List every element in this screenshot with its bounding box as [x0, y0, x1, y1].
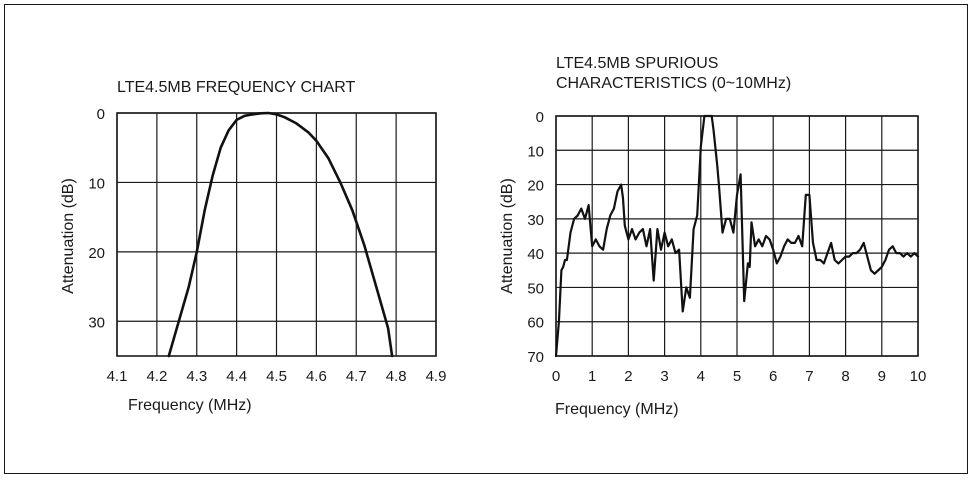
- y-tick-label: 0: [97, 106, 105, 123]
- x-tick-label: 1: [588, 368, 596, 385]
- frequency-chart-x-ticks: 4.1 4.2 4.3 4.4 4.5 4.6 4.7 4.8 4.9: [107, 368, 447, 385]
- x-tick-label: 4.7: [346, 368, 367, 385]
- x-tick-label: 4.6: [306, 368, 327, 385]
- x-tick-label: 4.9: [426, 368, 447, 385]
- plot-frame: [116, 112, 437, 357]
- x-tick-label: 9: [878, 368, 886, 385]
- y-tick-label: 10: [527, 143, 544, 160]
- y-tick-label: 50: [527, 280, 544, 297]
- x-tick-label: 3: [660, 368, 668, 385]
- x-tick-label: 2: [624, 368, 632, 385]
- x-tick-label: 8: [841, 368, 849, 385]
- y-tick-label: 10: [88, 175, 105, 192]
- frequency-chart-y-ticks: 0 10 20 30: [88, 106, 105, 331]
- frequency-chart-title: LTE4.5MB FREQUENCY CHART: [117, 79, 356, 96]
- x-tick-label: 4.3: [186, 368, 207, 385]
- spurious-chart-y-label: Attenuation (dB): [499, 178, 516, 294]
- spurious-chart: LTE4.5MB SPURIOUS CHARACTERISTICS (0~10MH…: [499, 55, 926, 418]
- x-tick-label: 10: [910, 368, 927, 385]
- frequency-chart: LTE4.5MB FREQUENCY CHART 4.1 4.2 4.3 4.4 4.5…: [60, 79, 446, 414]
- spurious-chart-title: LTE4.5MB SPURIOUS CHARACTERISTICS (0~10MH…: [556, 55, 791, 92]
- spurious-chart-y-ticks: 0 10 20 30 40 50 60 70: [527, 109, 544, 366]
- y-tick-label: 40: [527, 246, 544, 263]
- y-tick-label: 20: [527, 178, 544, 195]
- spurious-chart-x-ticks: 0 1 2 3 4 5 6 7 8 9 10: [552, 368, 927, 385]
- series-line-0: [554, 114, 920, 358]
- x-tick-label: 4.1: [107, 368, 128, 385]
- y-tick-label: 20: [88, 245, 105, 262]
- x-tick-label: 7: [805, 368, 813, 385]
- spurious-chart-series: [554, 114, 920, 358]
- x-tick-label: 4.8: [386, 368, 407, 385]
- x-tick-label: 6: [769, 368, 777, 385]
- x-tick-label: 4.2: [146, 368, 167, 385]
- plot-frame: [555, 115, 919, 357]
- spurious-chart-grid: [555, 115, 919, 357]
- frequency-chart-series: [167, 111, 394, 358]
- y-tick-label: 30: [527, 212, 544, 229]
- spurious-chart-x-label: Frequency (MHz): [555, 401, 679, 418]
- y-tick-label: 0: [536, 109, 544, 126]
- x-tick-label: 0: [552, 368, 560, 385]
- x-tick-label: 5: [733, 368, 741, 385]
- frequency-chart-x-label: Frequency (MHz): [128, 397, 252, 414]
- x-tick-label: 4.5: [266, 368, 287, 385]
- x-tick-label: 4: [697, 368, 705, 385]
- y-tick-label: 70: [527, 349, 544, 366]
- series-line-0: [167, 111, 394, 358]
- figure-frame: [4, 4, 968, 474]
- y-tick-label: 60: [527, 315, 544, 332]
- frequency-chart-y-label: Attenuation (dB): [60, 178, 77, 294]
- frequency-chart-grid: [116, 112, 437, 357]
- y-tick-label: 30: [88, 314, 105, 331]
- x-tick-label: 4.4: [226, 368, 247, 385]
